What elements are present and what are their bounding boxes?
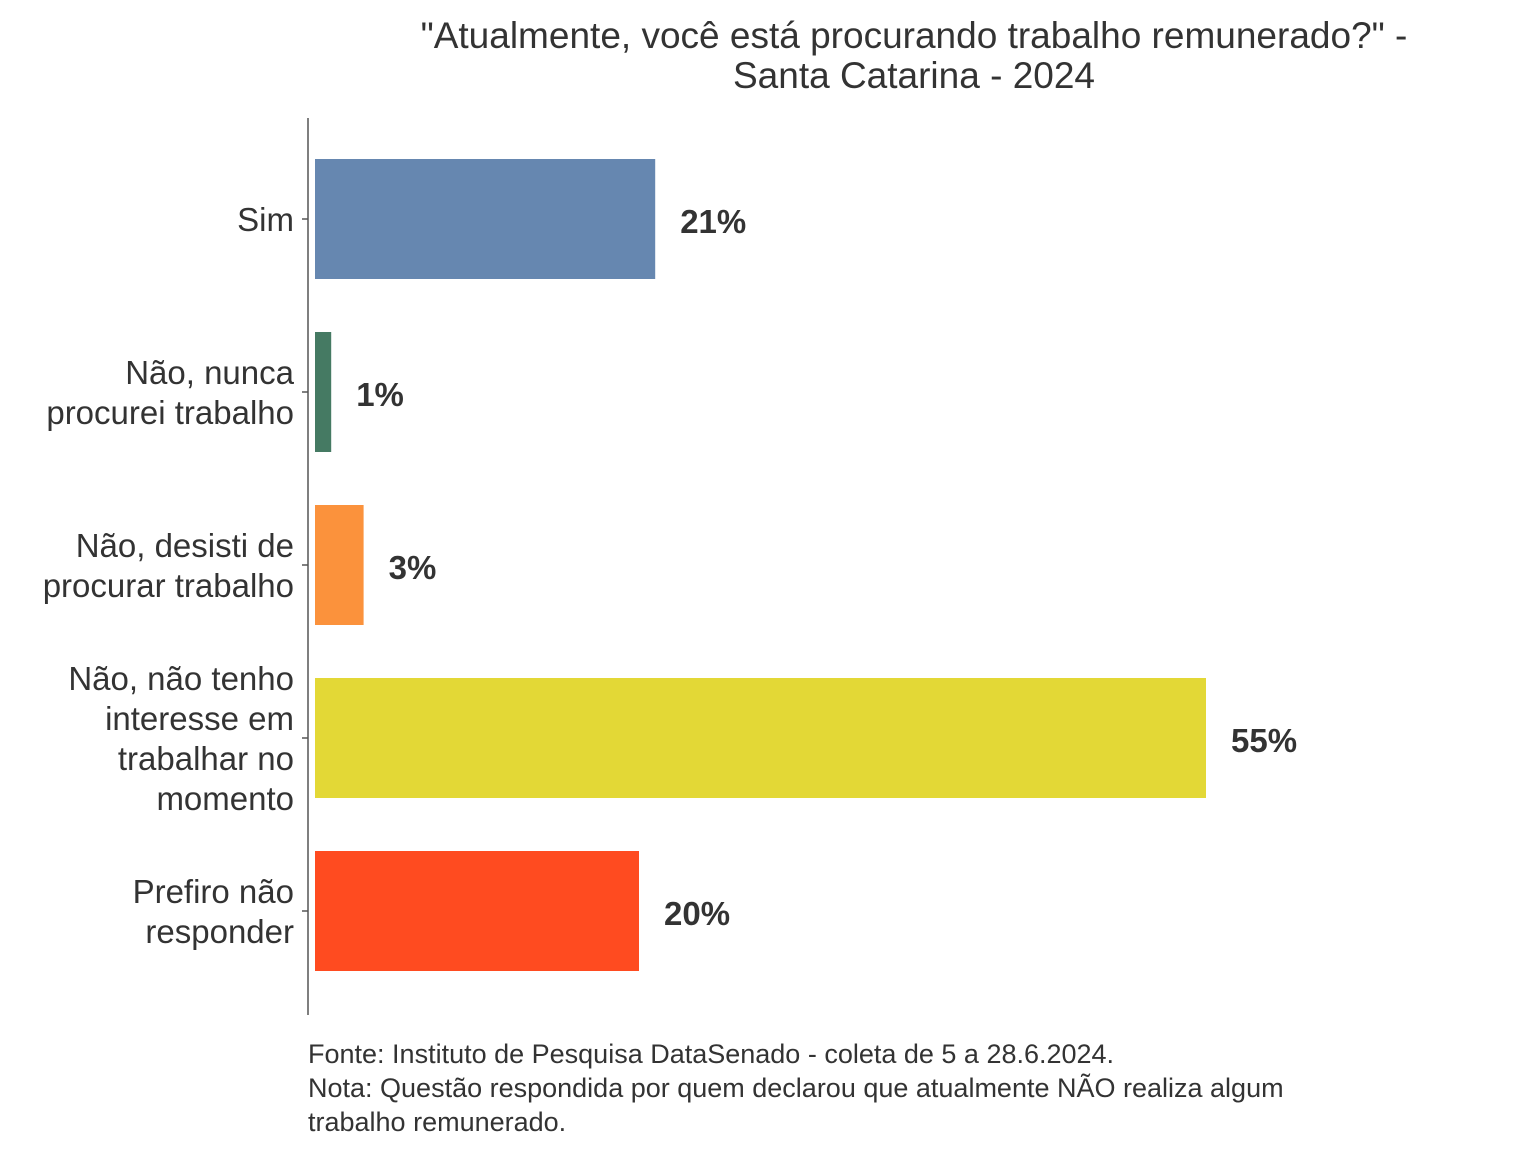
bar — [315, 678, 1206, 798]
footnote-line: Nota: Questão respondida por quem declar… — [308, 1072, 1284, 1103]
footnote-line: trabalho remunerado. — [308, 1107, 566, 1137]
y-axis-ticks — [302, 218, 308, 912]
value-label: 20% — [664, 895, 730, 932]
title-line: "Atualmente, você está procurando trabal… — [421, 15, 1408, 56]
category-label: Sim — [237, 201, 294, 238]
value-label: 3% — [389, 549, 437, 586]
category-label-line: Prefiro não — [133, 873, 294, 910]
bar — [315, 505, 364, 625]
category-label-line: responder — [145, 913, 294, 950]
bar — [315, 159, 656, 279]
value-labels: 21% 1% 3% 55% 20% — [356, 203, 1297, 932]
category-label-line: Não, nunca — [125, 354, 294, 391]
value-label: 55% — [1231, 722, 1297, 759]
category-label-line: Não, desisti de — [76, 527, 294, 564]
chart-title: "Atualmente, você está procurando trabal… — [421, 15, 1408, 96]
category-label-line: Sim — [237, 201, 294, 238]
category-label-line: procurei trabalho — [46, 394, 294, 431]
category-label-line: interesse em — [105, 700, 294, 737]
bar — [315, 332, 332, 452]
source-note: Fonte: Instituto de Pesquisa DataSenado … — [308, 1039, 1114, 1069]
category-label-line: procurar trabalho — [43, 567, 294, 604]
value-label: 21% — [680, 203, 746, 240]
bars — [315, 159, 1206, 971]
category-label-line: Não, não tenho — [68, 660, 294, 697]
category-label-line: momento — [156, 780, 294, 817]
chart-footer: Fonte: Instituto de Pesquisa DataSenado … — [308, 1039, 1284, 1137]
title-line: Santa Catarina - 2024 — [733, 55, 1095, 96]
value-label: 1% — [356, 376, 404, 413]
category-label-line: trabalhar no — [118, 740, 294, 777]
bar — [315, 851, 639, 971]
